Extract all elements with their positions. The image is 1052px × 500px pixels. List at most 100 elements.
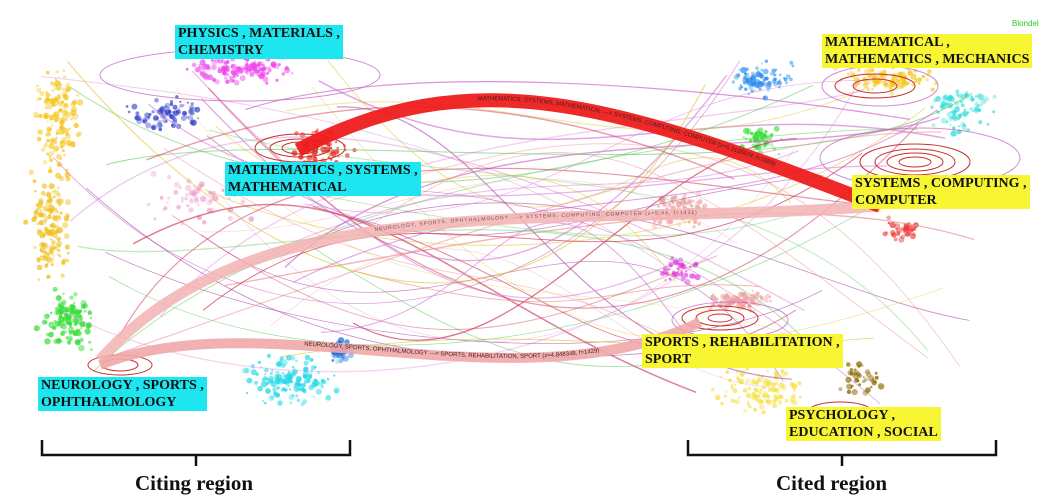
scatter-dot <box>68 326 74 333</box>
scatter-dot <box>745 378 751 384</box>
scatter-dot <box>333 353 340 359</box>
scatter-dot <box>757 70 760 73</box>
scatter-dot <box>23 219 29 225</box>
scatter-dot <box>908 231 912 234</box>
scatter-dot <box>675 200 682 208</box>
scatter-dot <box>977 93 984 101</box>
scatter-dot <box>992 94 997 99</box>
scatter-dot <box>856 371 861 377</box>
scatter-dot <box>724 294 731 302</box>
scatter-dot <box>193 196 199 202</box>
scatter-dot <box>158 127 163 132</box>
citation-link <box>270 248 775 389</box>
scatter-dot <box>755 66 759 70</box>
scatter-dot <box>180 222 184 226</box>
scatter-dot <box>58 129 65 135</box>
scatter-dot <box>291 381 294 384</box>
scatter-dot <box>39 246 46 253</box>
scatter-dot <box>784 81 789 85</box>
scatter-dot <box>142 120 146 123</box>
scatter-dot <box>278 63 281 66</box>
scatter-dot <box>278 377 284 383</box>
scatter-dot <box>892 73 898 80</box>
scatter-dot <box>40 190 46 196</box>
scatter-dot <box>783 77 788 82</box>
scatter-dot <box>767 387 772 392</box>
scatter-dot <box>54 142 57 145</box>
scatter-dot <box>47 131 51 135</box>
scatter-dot <box>772 77 777 82</box>
scatter-dot <box>676 267 680 271</box>
cited-region-bracket <box>686 440 998 466</box>
scatter-dot <box>846 389 852 395</box>
scatter-dot <box>46 199 50 203</box>
citation-link <box>224 212 975 287</box>
scatter-dot <box>963 124 966 127</box>
scatter-dot <box>274 374 280 380</box>
scatter-dot <box>34 190 37 193</box>
scatter-dot <box>211 77 217 82</box>
scatter-dot <box>57 198 64 205</box>
scatter-dot <box>144 116 150 121</box>
scatter-dot <box>732 388 738 394</box>
scatter-dot <box>237 65 244 72</box>
scatter-dot <box>195 66 202 73</box>
citation-link <box>132 203 697 393</box>
scatter-dot <box>72 301 76 305</box>
scatter-dot <box>184 192 189 198</box>
scatter-dot <box>77 308 83 313</box>
scatter-dot <box>36 136 42 142</box>
scatter-dot <box>58 304 64 311</box>
scatter-dot <box>202 67 205 71</box>
scatter-dot <box>683 273 689 278</box>
scatter-dot <box>44 338 51 345</box>
scatter-dot <box>56 240 62 247</box>
scatter-dot <box>961 125 967 131</box>
scatter-dot <box>931 123 936 128</box>
scatter-dot <box>138 118 142 121</box>
scatter-dot <box>971 109 975 113</box>
scatter-dot <box>54 207 58 210</box>
scatter-dot <box>169 100 174 104</box>
scatter-dot <box>166 201 169 204</box>
scatter-dot <box>687 220 691 224</box>
scatter-dot <box>217 59 221 64</box>
scatter-dot <box>188 108 193 113</box>
scatter-dot <box>68 127 72 131</box>
scatter-dot <box>759 296 765 301</box>
scatter-dot <box>754 89 757 92</box>
scatter-dot <box>50 141 54 145</box>
scatter-dot <box>248 216 254 222</box>
scatter-dot <box>125 105 129 108</box>
scatter-dot <box>764 59 769 63</box>
scatter-dot <box>236 66 240 70</box>
scatter-dot <box>204 64 211 70</box>
scatter-dot <box>891 82 895 86</box>
scatter-dot <box>284 388 287 392</box>
scatter-dot <box>882 231 888 237</box>
scatter-dot <box>778 382 785 389</box>
scatter-dot <box>871 87 874 91</box>
scatter-dot <box>680 276 686 281</box>
scatter-dot <box>61 149 65 153</box>
scatter-dot <box>163 206 168 211</box>
scatter-dot <box>52 195 56 199</box>
scatter-dot <box>49 247 54 251</box>
scatter-dot <box>228 197 231 200</box>
scatter-dot <box>761 410 766 415</box>
scatter-dot <box>72 113 75 116</box>
scatter-dot <box>759 400 762 403</box>
blondel-watermark: Blondel <box>1012 19 1039 28</box>
scatter-dot <box>45 133 49 137</box>
scatter-dot <box>910 73 917 80</box>
scatter-dot <box>764 130 768 134</box>
scatter-dot <box>344 339 350 345</box>
scatter-dot <box>53 246 57 250</box>
scatter-dot <box>262 76 269 83</box>
scatter-dot <box>957 117 960 121</box>
scatter-dot <box>846 383 853 390</box>
scatter-dot <box>58 340 61 344</box>
scatter-dot <box>733 383 737 387</box>
scatter-dot <box>214 79 220 85</box>
scatter-dot <box>287 385 290 388</box>
